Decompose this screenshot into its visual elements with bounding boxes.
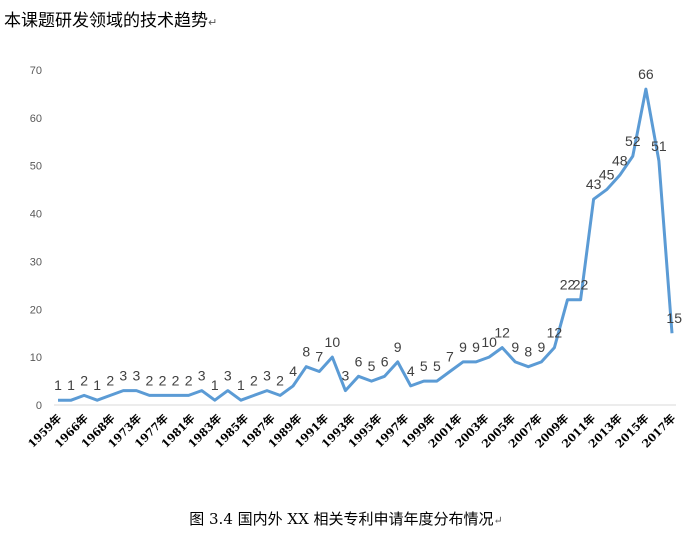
data-label: 2 [146,372,154,388]
data-label: 52 [625,133,641,149]
data-label: 6 [355,353,363,369]
y-tick-label: 70 [30,65,42,77]
y-tick-label: 40 [30,209,42,221]
data-label: 5 [433,358,441,374]
data-label: 5 [368,358,376,374]
data-label: 7 [446,349,454,365]
data-label: 4 [407,363,415,379]
y-tick-label: 20 [30,304,42,316]
data-label: 12 [547,325,563,341]
paragraph-mark: ↵ [494,514,503,527]
data-label: 51 [651,138,667,154]
data-label: 9 [459,339,467,355]
data-label: 6 [381,353,389,369]
data-label: 48 [612,152,628,168]
data-label: 2 [106,372,114,388]
data-label: 5 [420,358,428,374]
data-label: 45 [599,167,615,183]
data-label: 2 [172,372,180,388]
data-label: 10 [325,334,341,350]
y-tick-label: 60 [30,113,42,125]
figure-caption: 图 3.4 国内外 XX 相关专利申请年度分布情况↵ [0,508,692,529]
y-tick-label: 50 [30,161,42,173]
data-label: 2 [80,372,88,388]
data-label: 9 [394,339,402,355]
data-label: 1 [67,377,75,393]
patent-trend-chart: 0 10 20 30 40 50 60 70 1959年1966年1968年1973年1977… [0,0,692,500]
data-label: 1 [54,377,62,393]
series-line [58,89,672,400]
data-label: 2 [159,372,167,388]
y-tick-label: 30 [30,256,42,268]
y-axis: 0 10 20 30 40 50 60 70 [30,65,42,412]
data-label: 1 [211,377,219,393]
data-label: 2 [185,372,193,388]
data-label: 2 [276,372,284,388]
data-label: 3 [342,368,350,384]
data-label: 9 [537,339,545,355]
data-label: 8 [302,344,310,360]
data-label: 22 [573,277,589,293]
data-label: 3 [198,368,206,384]
data-label: 3 [119,368,127,384]
data-label: 8 [524,344,532,360]
data-label: 12 [494,325,510,341]
y-tick-label: 10 [30,352,42,364]
data-label: 66 [638,66,654,82]
data-labels: 1121233222231312324871036569455799101298… [54,66,682,393]
x-axis: 1959年1966年1968年1973年1977年1981年1983年1985年… [25,411,678,450]
data-label: 9 [511,339,519,355]
data-label: 1 [237,377,245,393]
data-label: 15 [666,310,682,326]
data-label: 1 [93,377,101,393]
data-label: 3 [132,368,140,384]
y-tick-label: 0 [36,400,42,412]
data-label: 3 [224,368,232,384]
data-label: 3 [263,368,271,384]
data-label: 9 [472,339,480,355]
data-label: 4 [289,363,297,379]
data-label: 7 [315,349,323,365]
data-label: 2 [250,372,258,388]
